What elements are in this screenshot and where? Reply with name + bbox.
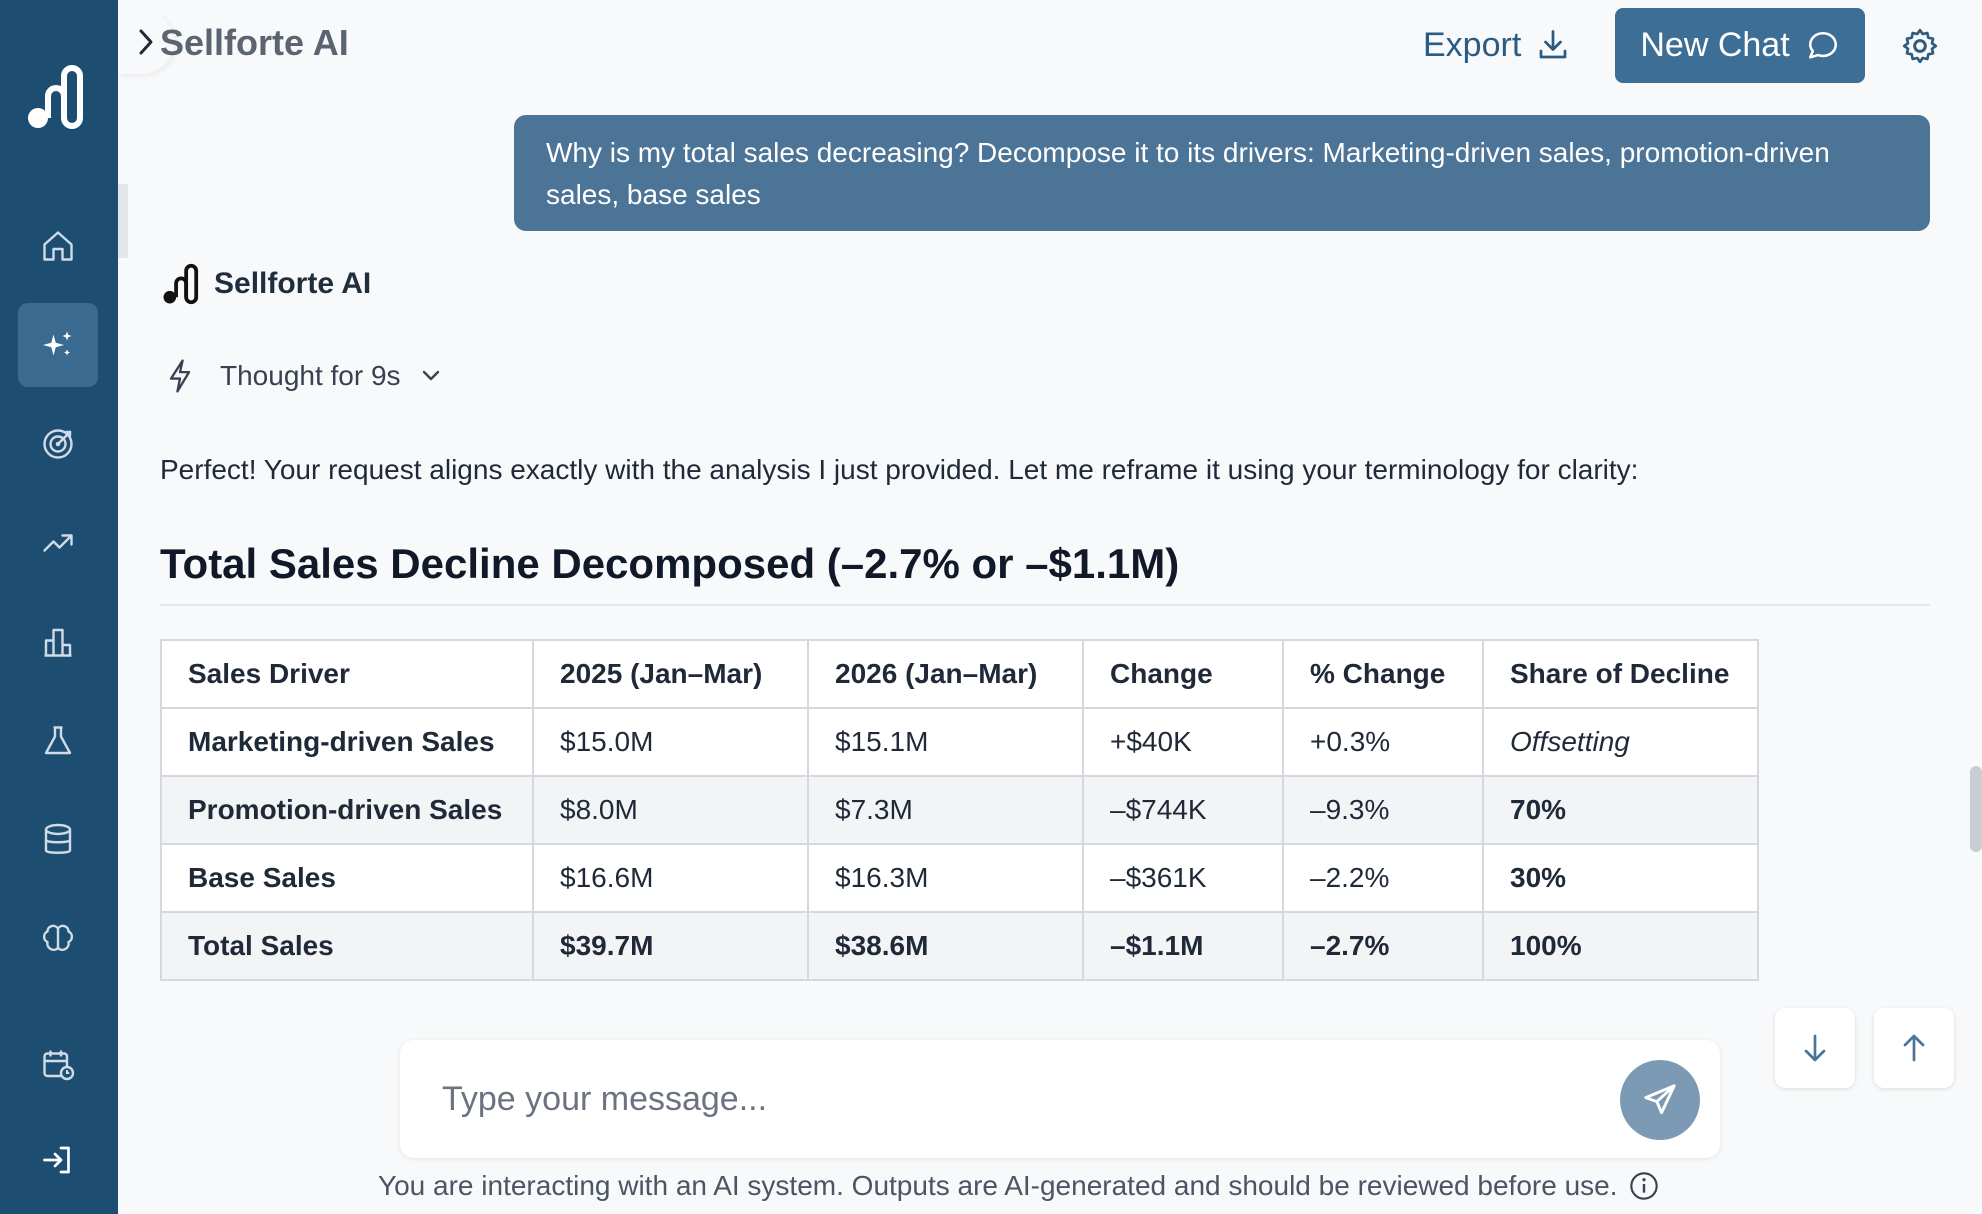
app-title: Sellforte AI <box>160 22 349 63</box>
sidebar-item-home[interactable] <box>18 204 98 288</box>
table-cell: +$40K <box>1082 707 1284 777</box>
table-cell: Total Sales <box>160 911 534 981</box>
brain-icon <box>42 924 74 952</box>
table-cell: $15.1M <box>807 707 1084 777</box>
sidebar-item-data[interactable] <box>18 798 98 882</box>
sellforte-logo-icon[interactable] <box>24 62 94 132</box>
column-header: 2025 (Jan–Mar) <box>532 639 809 709</box>
table-row: Marketing-driven Sales $15.0M $15.1M +$4… <box>160 707 1759 777</box>
column-header: Change <box>1082 639 1284 709</box>
thought-toggle[interactable]: Thought for 9s <box>166 358 443 394</box>
trend-up-icon <box>43 534 73 552</box>
table-cell: $39.7M <box>532 911 809 981</box>
column-header: Sales Driver <box>160 639 534 709</box>
lightning-icon <box>169 359 191 393</box>
table-cell: $8.0M <box>532 775 809 845</box>
user-message: Why is my total sales decreasing? Decomp… <box>514 115 1930 231</box>
sidebar-resize-handle[interactable] <box>118 184 128 258</box>
chat-scrollbar[interactable] <box>1970 766 1982 852</box>
target-icon <box>43 429 73 459</box>
assistant-intro-text: Perfect! Your request aligns exactly wit… <box>160 454 1639 485</box>
sidebar-item-schedule[interactable] <box>18 1022 98 1106</box>
settings-button[interactable] <box>1900 26 1940 66</box>
send-button[interactable] <box>1620 1060 1700 1140</box>
home-icon <box>43 231 73 261</box>
table-cell: 70% <box>1482 775 1759 845</box>
heading-divider <box>160 604 1930 606</box>
table-cell: –2.7% <box>1282 911 1484 981</box>
expand-sidebar-button[interactable] <box>118 10 174 74</box>
sidebar-item-ai-chat[interactable] <box>18 303 98 387</box>
table-cell: 100% <box>1482 911 1759 981</box>
assistant-header: Sellforte AI <box>160 262 371 306</box>
table-cell: –$361K <box>1082 843 1284 913</box>
chat-bubble-icon <box>1808 31 1837 59</box>
bar-chart-icon <box>44 628 72 657</box>
table-cell: Offsetting <box>1482 707 1759 777</box>
section-heading: Total Sales Decline Decomposed (–2.7% or… <box>160 540 1180 587</box>
disclaimer-text: You are interacting with an AI system. O… <box>378 1170 1618 1201</box>
table-cell: $38.6M <box>807 911 1084 981</box>
sidebar-item-targets[interactable] <box>18 402 98 486</box>
thought-label: Thought for 9s <box>220 360 401 391</box>
flask-icon <box>44 726 72 755</box>
sidebar-item-logout[interactable] <box>18 1118 98 1202</box>
table-cell: –$744K <box>1082 775 1284 845</box>
sidebar-item-reports[interactable] <box>18 600 98 684</box>
logout-icon <box>43 1146 70 1174</box>
table-cell: Promotion-driven Sales <box>160 775 534 845</box>
column-header: Share of Decline <box>1482 639 1759 709</box>
sales-decomposition-table: Sales Driver 2025 (Jan–Mar) 2026 (Jan–Ma… <box>160 639 1759 981</box>
table-total-row: Total Sales $39.7M $38.6M –$1.1M –2.7% 1… <box>160 911 1759 981</box>
table-cell: $16.3M <box>807 843 1084 913</box>
scroll-down-button[interactable] <box>1775 1008 1855 1088</box>
table-cell: $16.6M <box>532 843 809 913</box>
database-icon <box>44 823 72 854</box>
table-cell: –$1.1M <box>1082 911 1284 981</box>
scroll-up-button[interactable] <box>1874 1008 1954 1088</box>
sidebar-item-knowledge[interactable] <box>18 897 98 981</box>
message-input[interactable] <box>442 1070 1572 1128</box>
chevron-right-icon <box>139 29 153 55</box>
table-cell: $15.0M <box>532 707 809 777</box>
sidebar-item-experiments[interactable] <box>18 699 98 783</box>
new-chat-label: New Chat <box>1640 26 1790 64</box>
column-header: 2026 (Jan–Mar) <box>807 639 1084 709</box>
download-icon <box>1539 30 1567 59</box>
table-cell: –2.2% <box>1282 843 1484 913</box>
table-header-row: Sales Driver 2025 (Jan–Mar) 2026 (Jan–Ma… <box>160 639 1759 709</box>
sidebar <box>0 0 118 1214</box>
arrow-up-icon <box>1903 1034 1925 1062</box>
info-icon[interactable] <box>1628 1170 1660 1202</box>
calendar-clock-icon <box>43 1050 75 1081</box>
assistant-name: Sellforte AI <box>214 267 372 300</box>
table-cell: Base Sales <box>160 843 534 913</box>
table-row: Base Sales $16.6M $16.3M –$361K –2.2% 30… <box>160 843 1759 913</box>
arrow-down-icon <box>1804 1034 1826 1062</box>
table-cell: $7.3M <box>807 775 1084 845</box>
table-row: Promotion-driven Sales $8.0M $7.3M –$744… <box>160 775 1759 845</box>
table-cell: 30% <box>1482 843 1759 913</box>
chevron-down-icon <box>422 370 439 381</box>
column-header: % Change <box>1282 639 1484 709</box>
export-button[interactable]: Export <box>1423 20 1571 70</box>
ai-disclaimer: You are interacting with an AI system. O… <box>378 1170 1660 1202</box>
message-composer <box>400 1040 1720 1158</box>
table-cell: +0.3% <box>1282 707 1484 777</box>
gear-icon <box>1902 28 1938 64</box>
export-label: Export <box>1423 25 1522 64</box>
sellforte-logo-icon <box>163 263 199 305</box>
send-icon <box>1644 1084 1676 1115</box>
top-bar: Sellforte AI Export New Chat <box>118 0 1982 92</box>
sparkles-icon <box>43 331 72 356</box>
sidebar-item-trends[interactable] <box>18 501 98 585</box>
table-cell: –9.3% <box>1282 775 1484 845</box>
new-chat-button[interactable]: New Chat <box>1615 8 1865 83</box>
table-cell: Marketing-driven Sales <box>160 707 534 777</box>
